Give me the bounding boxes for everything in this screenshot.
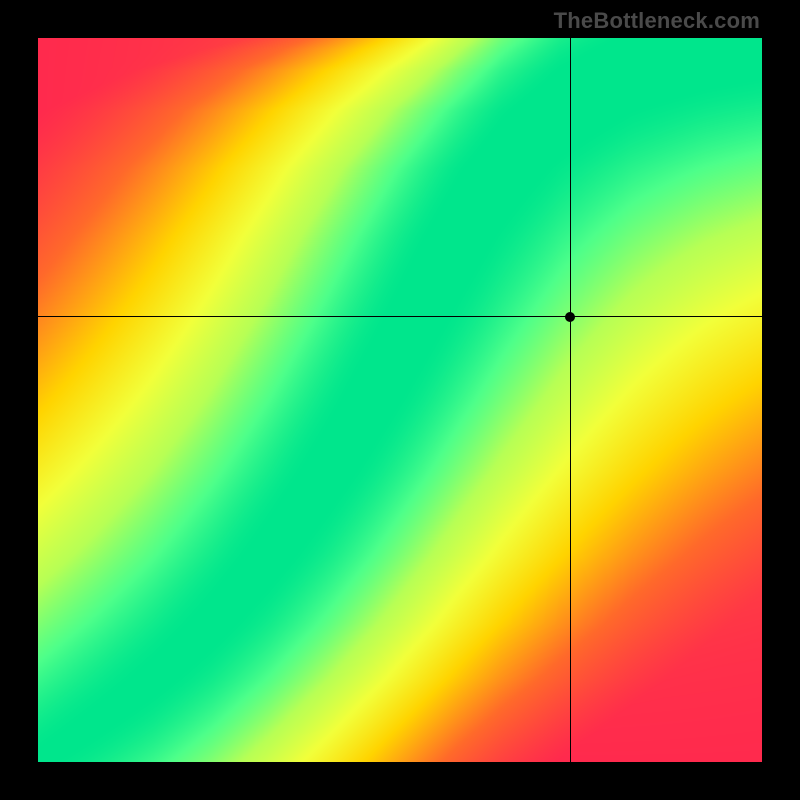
marker-dot — [565, 312, 575, 322]
crosshair-vertical — [570, 38, 571, 762]
heatmap-canvas — [38, 38, 762, 762]
crosshair-horizontal — [38, 316, 762, 317]
chart-container: TheBottleneck.com — [0, 0, 800, 800]
watermark-text: TheBottleneck.com — [554, 8, 760, 34]
